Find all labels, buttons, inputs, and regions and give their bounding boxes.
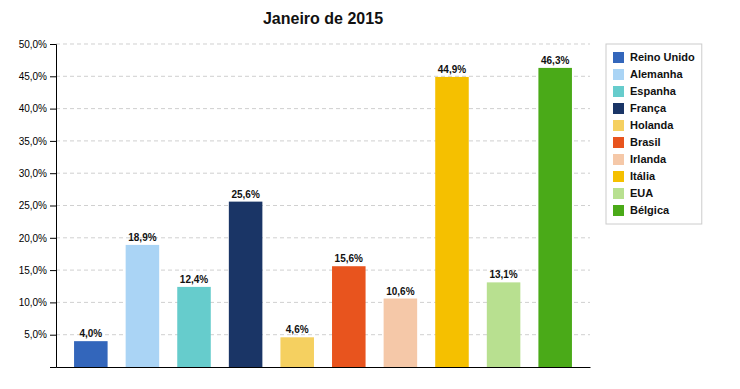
legend-label: Itália	[630, 170, 656, 182]
legend-swatch	[613, 69, 624, 80]
y-tick-label: 20,0%	[19, 233, 47, 244]
data-label: 46,3%	[541, 55, 569, 66]
legend-swatch	[613, 103, 624, 114]
y-tick: 45,0%	[19, 71, 56, 82]
y-tick: 25,0%	[19, 200, 56, 211]
y-tick-label: 15,0%	[19, 265, 47, 276]
legend-swatch	[613, 188, 624, 199]
bar	[332, 266, 366, 367]
y-tick-mark	[50, 44, 56, 45]
legend-label: Bélgica	[630, 204, 670, 216]
y-tick-label: 50,0%	[19, 39, 47, 50]
legend-item: Reino Unido	[613, 51, 695, 63]
y-tick-mark	[50, 173, 56, 174]
bar	[177, 287, 211, 367]
legend: Reino Unido Alemanha Espanha França Holanda B…	[606, 44, 702, 224]
legend-item: Bélgica	[613, 204, 670, 216]
bar	[487, 282, 521, 367]
x-axis	[57, 367, 591, 368]
legend-swatch	[613, 205, 624, 216]
y-tick-mark	[50, 206, 56, 207]
grid-line	[56, 44, 590, 45]
legend-swatch	[613, 52, 624, 63]
data-label: 25,6%	[231, 189, 259, 200]
legend-swatch	[613, 120, 624, 131]
legend-item: Irlanda	[613, 153, 667, 165]
bar	[74, 341, 108, 367]
legend-label: França	[630, 102, 667, 114]
title: Janeiro de 2015	[263, 10, 383, 27]
y-tick: 5,0%	[24, 329, 56, 340]
y-tick: 30,0%	[19, 168, 56, 179]
legend-item: França	[613, 102, 667, 114]
y-tick: 10,0%	[19, 297, 56, 308]
y-tick-mark	[50, 109, 56, 110]
legend-item: Espanha	[613, 85, 677, 97]
data-label: 18,9%	[128, 232, 156, 243]
legend-item: Holanda	[613, 119, 674, 131]
y-tick: 40,0%	[19, 103, 56, 114]
chart: 5,0% 10,0% 15,0% 20,0% 25,0% 30,0% 35,0% 40,0% 4…	[0, 0, 740, 389]
data-label: 4,0%	[79, 328, 102, 339]
y-tick-label: 30,0%	[19, 168, 47, 179]
legend-label: Holanda	[630, 119, 674, 131]
legend-swatch	[613, 171, 624, 182]
y-tick-mark	[50, 141, 56, 142]
y-tick-mark	[50, 335, 56, 336]
data-labels: 4,0% 18,9% 12,4% 25,6% 4,6% 15,6% 10,6% 44,9% 13…	[79, 55, 569, 339]
grid-line	[56, 140, 590, 141]
grid-line	[56, 108, 590, 109]
bar	[280, 337, 314, 367]
legend-label: Reino Unido	[630, 51, 695, 63]
bars	[74, 68, 572, 367]
legend-item: Itália	[613, 170, 656, 182]
data-label: 44,9%	[438, 64, 466, 75]
y-tick-mark	[50, 302, 56, 303]
data-label: 4,6%	[286, 324, 309, 335]
y-axis: 5,0% 10,0% 15,0% 20,0% 25,0% 30,0% 35,0% 40,0% 4…	[19, 39, 57, 368]
bar	[538, 68, 572, 367]
y-tick-label: 40,0%	[19, 103, 47, 114]
y-tick-label: 45,0%	[19, 71, 47, 82]
x-axis-line	[57, 367, 591, 368]
data-label: 13,1%	[489, 269, 517, 280]
plot: 5,0% 10,0% 15,0% 20,0% 25,0% 30,0% 35,0% 40,0% 4…	[19, 39, 591, 368]
y-tick-mark	[50, 238, 56, 239]
y-tick-mark	[50, 76, 56, 77]
legend-label: Alemanha	[630, 68, 683, 80]
legend-swatch	[613, 137, 624, 148]
data-label: 10,6%	[386, 286, 414, 297]
legend-swatch	[613, 154, 624, 165]
y-tick-label: 35,0%	[19, 136, 47, 147]
legend-label: EUA	[630, 187, 653, 199]
bar	[435, 77, 469, 367]
grid-line	[56, 205, 590, 206]
legend-item: Alemanha	[613, 68, 683, 80]
legend-label: Brasil	[630, 136, 661, 148]
legend-swatch	[613, 86, 624, 97]
legend-item: Brasil	[613, 136, 661, 148]
y-tick: 35,0%	[19, 136, 56, 147]
bar	[126, 245, 160, 367]
y-tick-label: 25,0%	[19, 200, 47, 211]
grid-line	[56, 173, 590, 174]
grid-line	[56, 76, 590, 77]
y-tick: 50,0%	[19, 39, 56, 50]
y-axis-line	[50, 45, 57, 368]
y-tick-label: 10,0%	[19, 297, 47, 308]
bar	[384, 299, 418, 367]
data-label: 15,6%	[335, 253, 363, 264]
y-tick-mark	[50, 270, 56, 271]
legend-item: EUA	[613, 187, 653, 199]
legend-label: Irlanda	[630, 153, 667, 165]
data-label: 12,4%	[180, 274, 208, 285]
y-tick-label: 5,0%	[24, 329, 47, 340]
legend-box	[606, 44, 702, 224]
legend-label: Espanha	[630, 85, 677, 97]
y-tick: 20,0%	[19, 233, 56, 244]
y-tick: 15,0%	[19, 265, 56, 276]
bar	[229, 202, 263, 367]
